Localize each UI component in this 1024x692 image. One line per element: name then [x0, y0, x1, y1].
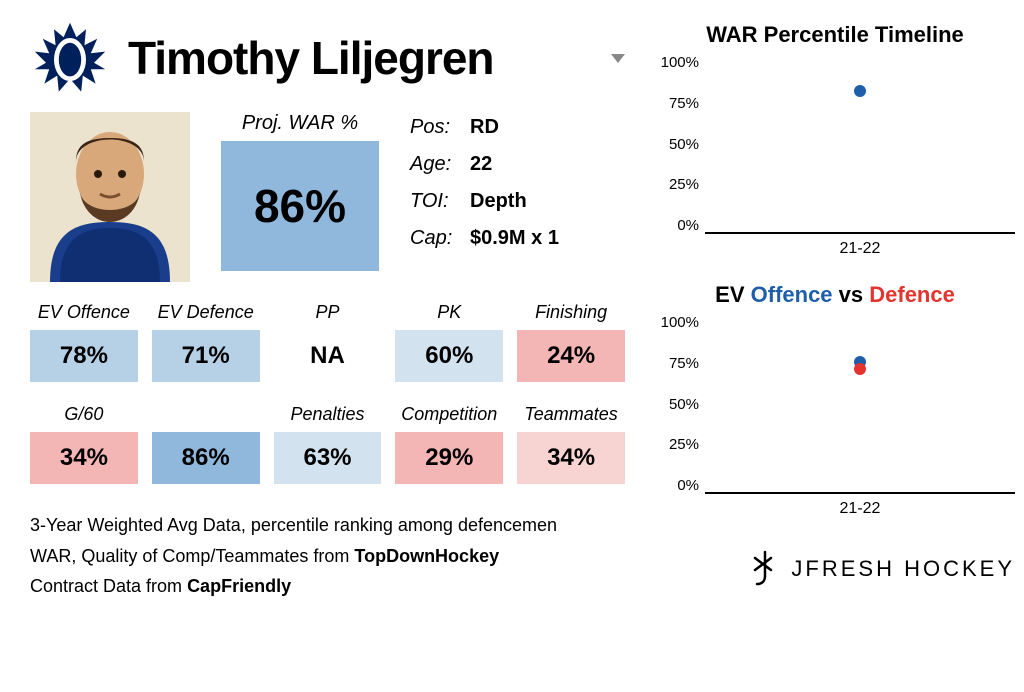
proj-war: Proj. WAR % 86%: [215, 112, 385, 282]
stat-value: 60%: [395, 330, 503, 382]
stat-label: EV Defence: [152, 302, 260, 324]
ytick: 100%: [661, 54, 699, 71]
stat-cell: PK 60%: [395, 302, 503, 382]
info-row: Cap:$0.9M x 1: [410, 227, 625, 250]
info-val: $0.9M x 1: [470, 227, 559, 250]
brand: JFRESH HOCKEY: [655, 550, 1015, 588]
stat-label: G/60: [30, 404, 138, 426]
timeline-plot: [705, 54, 1015, 234]
stat-value: 34%: [30, 432, 138, 484]
footer-line-1: 3-Year Weighted Avg Data, percentile ran…: [30, 510, 625, 541]
war-timeline-chart: WAR Percentile Timeline 100%75%50%25%0% …: [655, 22, 1015, 262]
ytick: 25%: [669, 176, 699, 193]
stat-value: NA: [274, 330, 382, 382]
stat-cell: Teammates 34%: [517, 404, 625, 484]
ytick: 0%: [677, 217, 699, 234]
info-val: Depth: [470, 190, 527, 213]
stat-cell: PP NA: [274, 302, 382, 382]
ytick: 100%: [661, 314, 699, 331]
stat-cell: Finishing 24%: [517, 302, 625, 382]
stat-value: 71%: [152, 330, 260, 382]
brand-icon: [747, 550, 777, 588]
stat-value: 29%: [395, 432, 503, 484]
chevron-down-icon[interactable]: [611, 54, 625, 63]
stat-row-1: EV Offence 78% EV Defence 71% PP NA PK 60% Finis…: [30, 302, 625, 382]
stat-value: 24%: [517, 330, 625, 382]
stat-value: 34%: [517, 432, 625, 484]
stat-cell: EV Offence 78%: [30, 302, 138, 382]
ytick: 50%: [669, 136, 699, 153]
ytick: 75%: [669, 355, 699, 372]
player-info: Pos:RDAge:22TOI:DepthCap:$0.9M x 1: [410, 112, 625, 282]
stat-cell: EV Defence 71%: [152, 302, 260, 382]
stat-label: PP: [274, 302, 382, 324]
proj-war-label: Proj. WAR %: [215, 112, 385, 135]
chart-title-timeline: WAR Percentile Timeline: [655, 22, 1015, 48]
stat-value: 63%: [274, 432, 382, 484]
chart-point: [854, 363, 866, 375]
ytick: 0%: [677, 477, 699, 494]
stat-label: Teammates: [517, 404, 625, 426]
ytick: 50%: [669, 396, 699, 413]
evod-plot: [705, 314, 1015, 494]
stat-value: 78%: [30, 330, 138, 382]
proj-war-value: 86%: [221, 141, 379, 271]
info-val: 22: [470, 153, 492, 176]
evod-yaxis: 100% 75% 50% 25% 0%: [655, 314, 705, 494]
info-key: Pos:: [410, 116, 470, 139]
info-val: RD: [470, 116, 499, 139]
stat-label: Penalties: [274, 404, 382, 426]
stat-cell: 86%: [152, 404, 260, 484]
timeline-xlabel: 21-22: [705, 234, 1015, 262]
ytick: 25%: [669, 436, 699, 453]
footer-line-3: Contract Data from CapFriendly: [30, 571, 625, 602]
info-key: Age:: [410, 153, 470, 176]
player-name: Timothy Liljegren: [128, 31, 585, 85]
player-headshot: [30, 112, 190, 282]
evod-xlabel: 21-22: [705, 494, 1015, 522]
info-row: Pos:RD: [410, 116, 625, 139]
brand-text: JFRESH HOCKEY: [791, 556, 1015, 582]
ytick: 75%: [669, 95, 699, 112]
footer-notes: 3-Year Weighted Avg Data, percentile ran…: [30, 510, 625, 602]
team-logo: [30, 18, 110, 98]
stat-value: 86%: [152, 432, 260, 484]
stat-cell: G/60 34%: [30, 404, 138, 484]
info-row: TOI:Depth: [410, 190, 625, 213]
stat-label: [152, 404, 260, 426]
chart-title-evod: EV Offence vs Defence: [655, 282, 1015, 308]
timeline-yaxis: 100% 75% 50% 25% 0%: [655, 54, 705, 234]
stat-label: Finishing: [517, 302, 625, 324]
stat-label: EV Offence: [30, 302, 138, 324]
stat-row-2: G/60 34% 86% Penalties 63% Competition 29% Team…: [30, 404, 625, 484]
stat-label: Competition: [395, 404, 503, 426]
info-key: TOI:: [410, 190, 470, 213]
header: Timothy Liljegren: [30, 18, 625, 98]
ev-od-chart: EV Offence vs Defence 100% 75% 50% 25% 0% 21…: [655, 282, 1015, 522]
info-row: Age:22: [410, 153, 625, 176]
footer-line-2: WAR, Quality of Comp/Teammates from TopD…: [30, 541, 625, 572]
chart-point: [854, 85, 866, 97]
info-key: Cap:: [410, 227, 470, 250]
stat-cell: Competition 29%: [395, 404, 503, 484]
stat-label: PK: [395, 302, 503, 324]
stat-cell: Penalties 63%: [274, 404, 382, 484]
